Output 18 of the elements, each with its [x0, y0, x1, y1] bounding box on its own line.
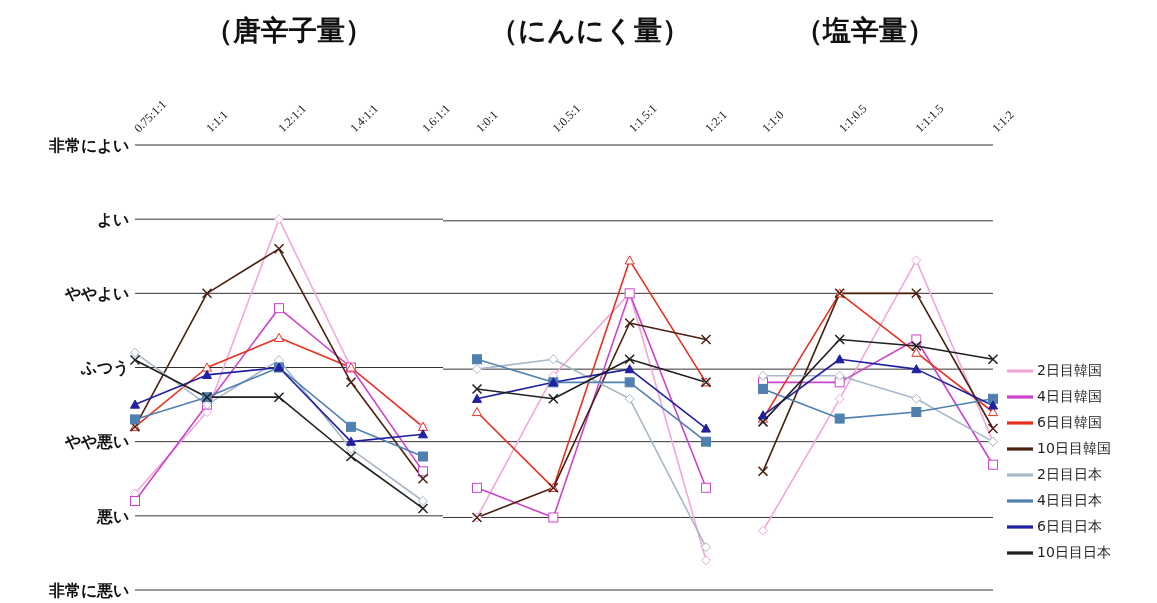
- legend-label: 4日目韓国: [1037, 387, 1102, 404]
- legend-label: 2日目日本: [1037, 465, 1102, 482]
- ref-line-label: よい: [97, 209, 129, 229]
- legend-label: 6日目日本: [1037, 517, 1102, 534]
- ref-line-label: 非常によい: [48, 135, 129, 155]
- chart-title: （唐辛子量）: [204, 13, 374, 49]
- legend-label: 4日目日本: [1037, 491, 1102, 508]
- legend-label: 2日目韓国: [1037, 361, 1102, 378]
- ref-line-label: やや悪い: [64, 432, 129, 452]
- legend-label: 10日目韓国: [1037, 439, 1111, 456]
- ref-line-label: ふつう: [80, 358, 129, 378]
- chart-title: （塩辛量）: [794, 13, 936, 49]
- ref-line-label: ややよい: [64, 284, 129, 304]
- legend-label: 6日目韓国: [1037, 413, 1102, 430]
- ref-line-label: 非常に悪い: [48, 580, 129, 600]
- chart-title: （にんにく量）: [489, 13, 691, 49]
- legend-label: 10日目日本: [1037, 543, 1111, 560]
- ref-line-label: 悪い: [96, 506, 129, 526]
